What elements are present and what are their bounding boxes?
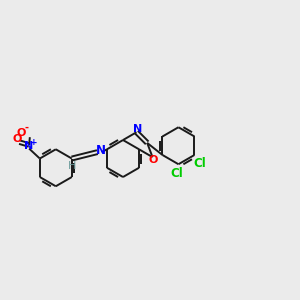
Text: O: O bbox=[13, 134, 22, 144]
Text: N: N bbox=[96, 143, 106, 157]
Text: N: N bbox=[25, 141, 34, 152]
Text: Cl: Cl bbox=[171, 167, 183, 180]
Text: +: + bbox=[30, 138, 38, 147]
Text: O: O bbox=[16, 128, 26, 138]
Text: N: N bbox=[133, 124, 142, 134]
Text: Cl: Cl bbox=[194, 158, 206, 170]
Text: O: O bbox=[148, 155, 158, 165]
Text: H: H bbox=[68, 161, 76, 171]
Text: -: - bbox=[24, 123, 28, 133]
